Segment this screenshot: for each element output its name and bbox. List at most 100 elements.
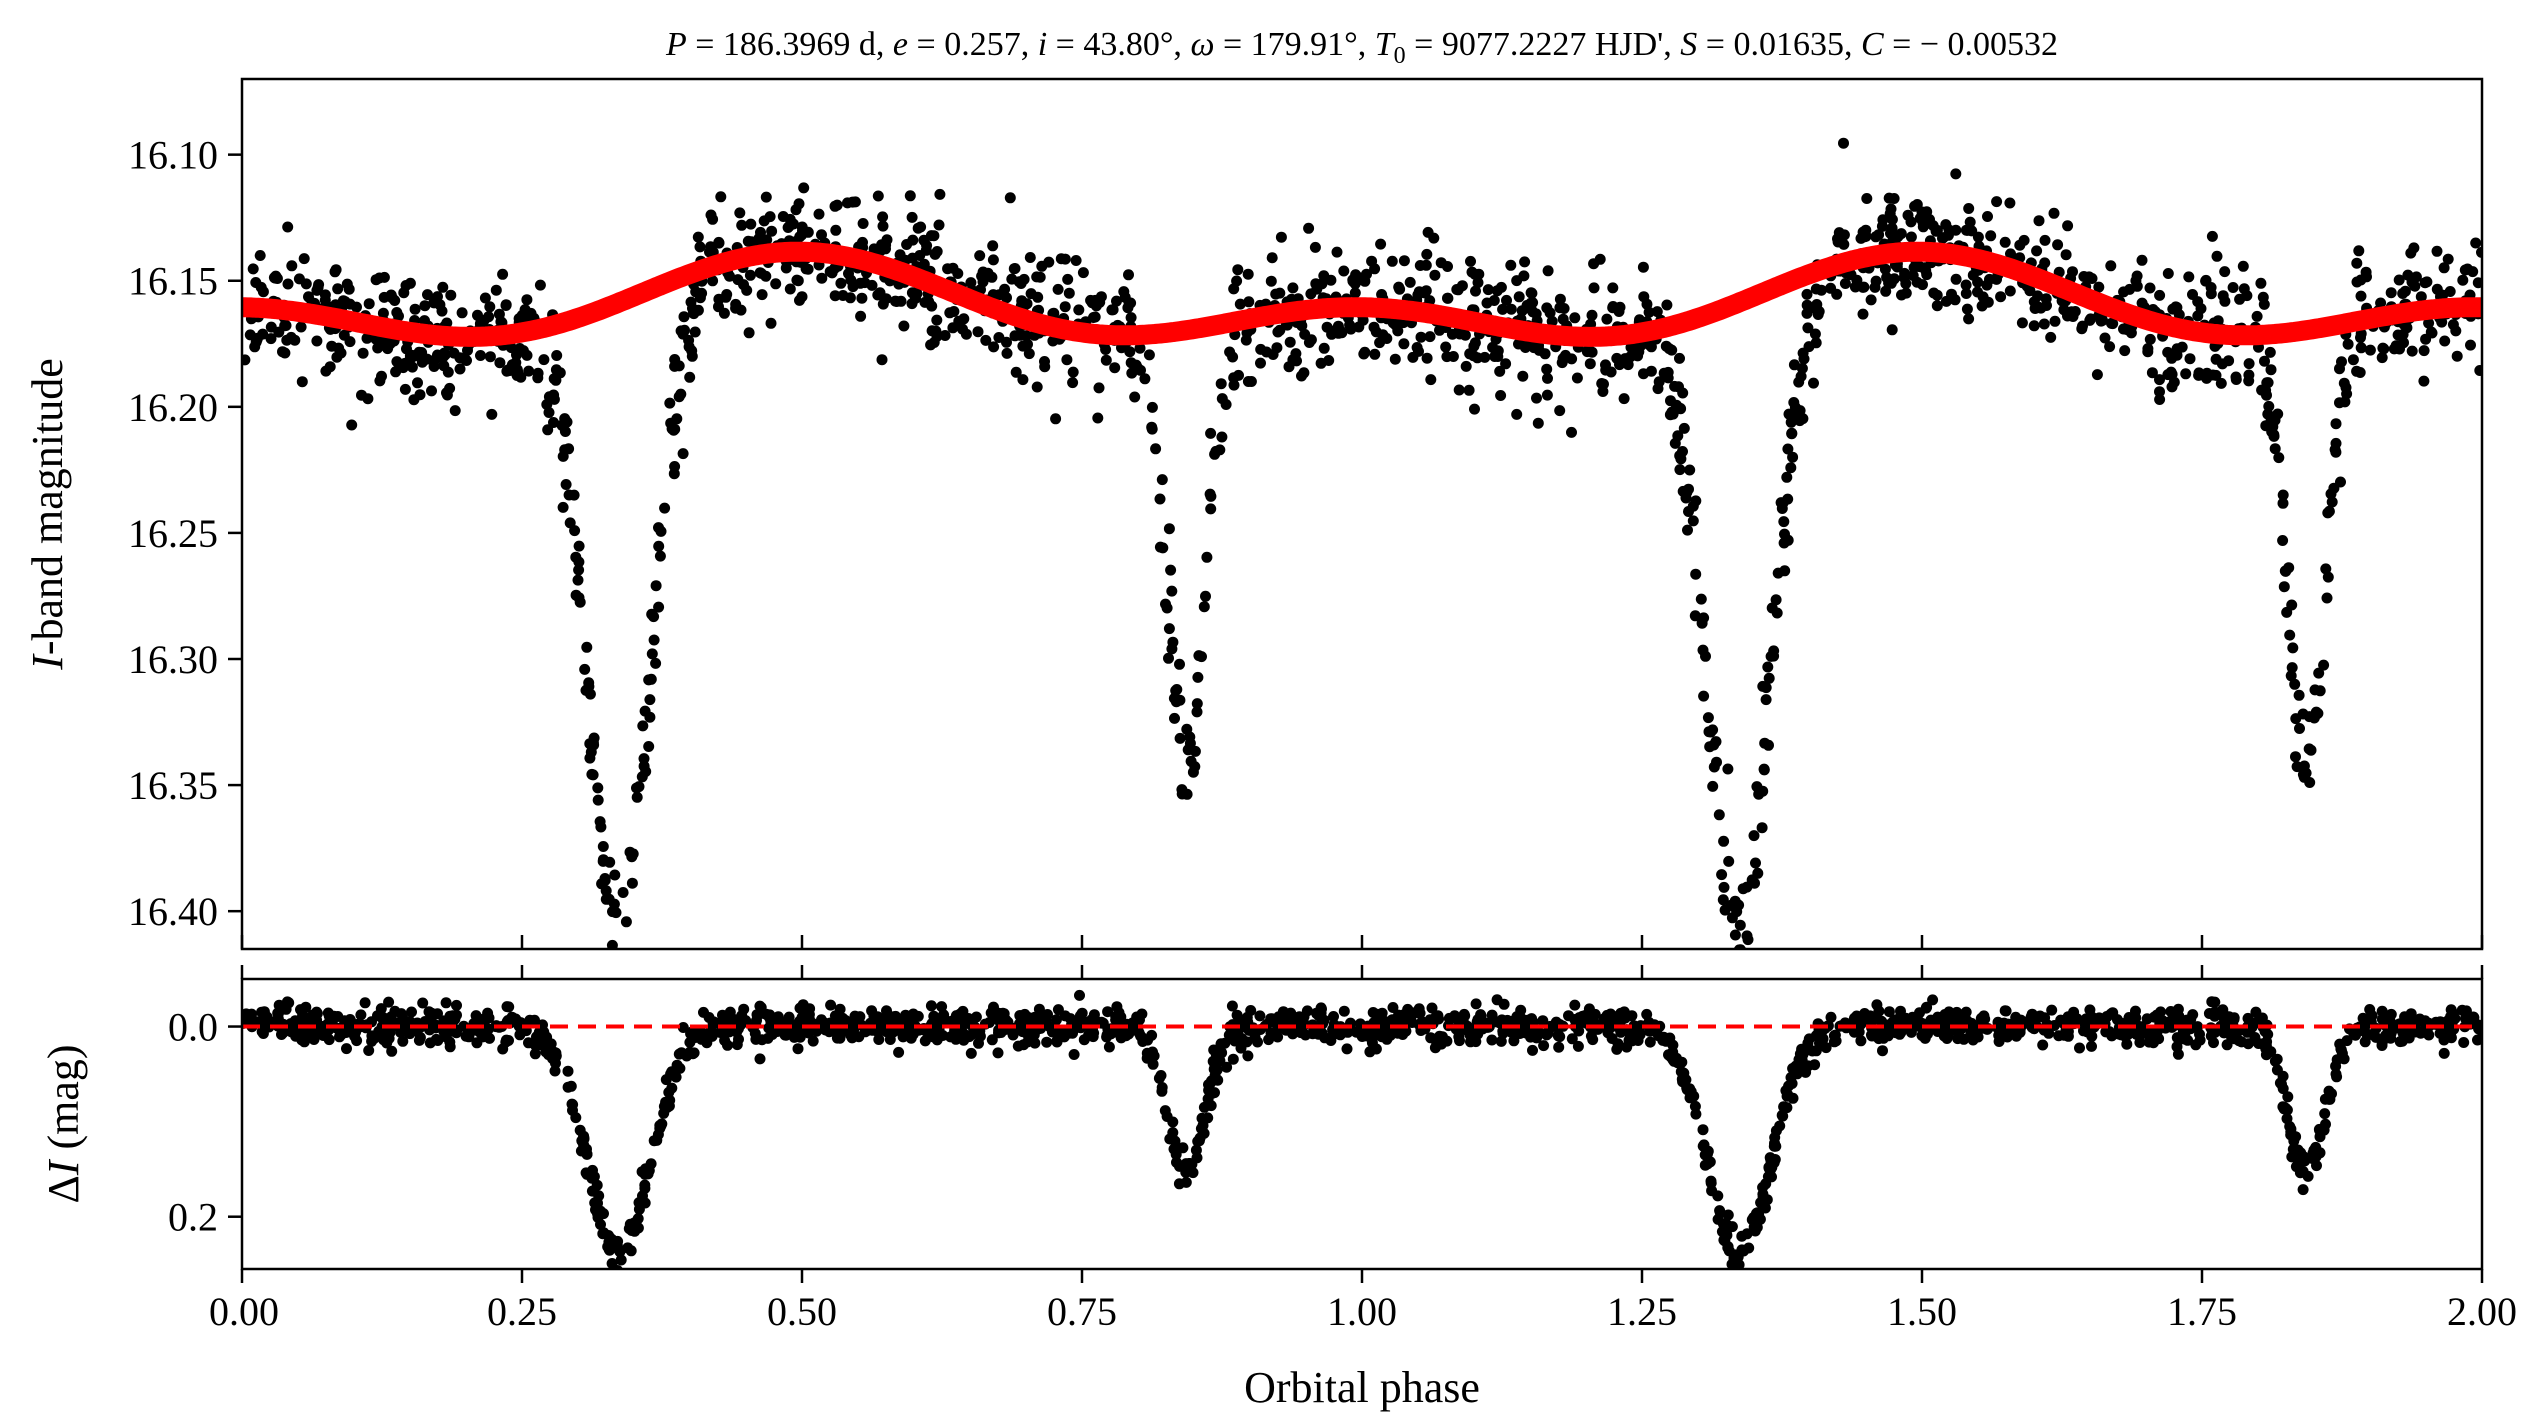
observed-point	[2028, 320, 2040, 332]
residual-point	[1537, 1015, 1549, 1027]
observed-point	[279, 347, 291, 359]
residual-point	[792, 1043, 804, 1055]
residual-point	[992, 1014, 1004, 1025]
observed-point	[1674, 352, 1685, 364]
observed-point	[2033, 215, 2045, 227]
y-tick-label: 16.30	[128, 637, 218, 682]
observed-point	[521, 294, 533, 306]
observed-point	[2284, 629, 2296, 641]
observed-point	[1020, 330, 1032, 342]
observed-point	[704, 246, 715, 258]
observed-point	[1305, 334, 1317, 346]
observed-point	[581, 641, 593, 653]
observed-point	[1950, 168, 1962, 180]
observed-point	[1664, 409, 1676, 421]
observed-point	[1674, 464, 1686, 476]
observed-point	[538, 354, 550, 366]
residual-point	[1392, 1027, 1404, 1039]
observed-point	[1566, 426, 1577, 438]
observed-point	[1546, 315, 1558, 327]
observed-point	[631, 791, 643, 803]
observed-point	[2269, 443, 2281, 455]
observed-point	[1209, 448, 1221, 460]
observed-point	[2183, 271, 2195, 283]
observed-point	[1501, 294, 1512, 306]
observed-point	[1205, 490, 1217, 502]
observed-point	[1495, 390, 1507, 401]
residual-point	[1626, 1035, 1638, 1047]
observed-point	[653, 522, 664, 534]
observed-point	[1492, 345, 1504, 357]
observed-point	[250, 336, 262, 348]
observed-point	[1586, 346, 1598, 358]
observed-point	[856, 292, 868, 304]
residual-point	[2297, 1184, 2309, 1196]
observed-point	[1527, 297, 1539, 309]
residual-point	[1146, 1029, 1158, 1041]
observed-point	[646, 648, 658, 660]
observed-point	[1921, 206, 1933, 218]
observed-point	[426, 385, 437, 397]
observed-point	[475, 350, 486, 361]
observed-point	[1146, 401, 1158, 413]
observed-point	[794, 231, 806, 243]
residual-point	[1688, 1090, 1700, 1102]
observed-point	[877, 220, 889, 232]
observed-point	[1857, 308, 1869, 320]
observed-point	[668, 468, 680, 480]
observed-point	[1231, 275, 1243, 287]
observed-point	[1470, 285, 1481, 297]
observed-point	[1557, 353, 1569, 364]
observed-point	[669, 354, 681, 365]
observed-point	[493, 308, 505, 320]
residual-point	[2319, 1108, 2331, 1120]
top-ylabel-symbol: I	[23, 653, 72, 671]
residual-point	[1726, 1221, 1738, 1233]
observed-point	[766, 225, 778, 237]
observed-point	[2154, 289, 2166, 301]
residual-point	[1254, 1010, 1266, 1022]
observed-point	[344, 298, 356, 310]
observed-point	[2095, 315, 2107, 327]
observed-point	[1586, 309, 1598, 321]
observed-point	[609, 869, 621, 881]
residual-point	[945, 1031, 956, 1043]
observed-point	[2425, 326, 2437, 338]
observed-point	[363, 298, 375, 310]
observed-point	[1143, 349, 1155, 361]
observed-point	[1070, 255, 1082, 266]
residual-point	[2262, 1028, 2274, 1040]
residual-point	[2093, 1012, 2105, 1024]
observed-point	[419, 300, 431, 312]
observed-point	[2238, 283, 2250, 295]
observed-point	[829, 200, 841, 212]
observed-point	[1024, 252, 1036, 263]
observed-point	[408, 394, 420, 406]
observed-point	[906, 298, 918, 310]
observed-point	[1220, 399, 1232, 410]
residual-point	[2126, 1014, 2138, 1026]
observed-point	[1369, 348, 1381, 360]
residual-point	[1242, 1050, 1254, 1062]
residual-point	[2001, 1031, 2013, 1043]
observed-point	[409, 303, 421, 315]
bottom-axis-ticks: 0.0 0.2 0.00 0.25 0.50 0.75 1.00 1.25 1.50 1.75 2.…	[168, 965, 2517, 1334]
residual-point	[1668, 1055, 1680, 1067]
residual-point	[2271, 1053, 2283, 1065]
residual-point	[1113, 1007, 1125, 1019]
observed-point	[1420, 259, 1432, 271]
observed-point	[1752, 867, 1764, 879]
observed-point	[1465, 255, 1476, 267]
observed-point	[389, 295, 401, 306]
observed-point	[2192, 310, 2204, 322]
observed-point	[1031, 381, 1043, 393]
observed-point	[1022, 338, 1033, 350]
residual-point	[1507, 1015, 1519, 1027]
residual-point	[674, 1062, 686, 1074]
residual-point	[1497, 1027, 1509, 1039]
observed-point	[437, 281, 449, 293]
observed-point	[561, 416, 573, 428]
observed-point	[931, 314, 943, 326]
observed-point	[510, 357, 522, 369]
observed-point	[664, 397, 676, 409]
